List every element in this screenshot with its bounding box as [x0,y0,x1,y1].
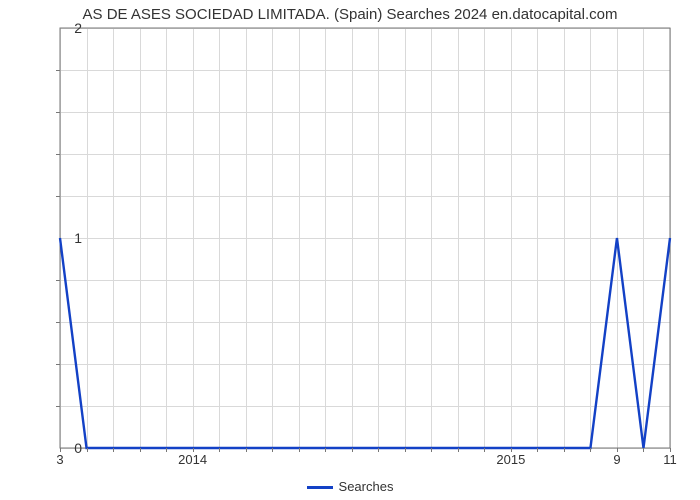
xtick-minor-mark [643,448,644,452]
ytick-label: 0 [42,440,82,456]
ytick-minor-mark [56,322,60,323]
xtick-minor-mark [352,448,353,452]
chart-title: AS DE ASES SOCIEDAD LIMITADA. (Spain) Se… [0,6,700,23]
legend-swatch [307,486,333,489]
ytick-minor-mark [56,280,60,281]
xtick-minor-mark [458,448,459,452]
xtick-minor-mark [113,448,114,452]
xtick-minor-mark [484,448,485,452]
plot-border [60,28,670,448]
xtick-minor-mark [272,448,273,452]
xtick-minor-mark [87,448,88,452]
xtick-label: 11 [663,452,677,467]
xtick-minor-mark [299,448,300,452]
ytick-minor-mark [56,154,60,155]
xtick-minor-mark [564,448,565,452]
xtick-minor-mark [140,448,141,452]
ytick-minor-mark [56,196,60,197]
xtick-minor-mark [431,448,432,452]
ytick-minor-mark [56,112,60,113]
xtick-minor-mark [325,448,326,452]
ytick-label: 2 [42,20,82,36]
xtick-minor-mark [378,448,379,452]
xtick-minor-mark [219,448,220,452]
xtick-minor-mark [537,448,538,452]
xtick-minor-mark [246,448,247,452]
ytick-label: 1 [42,230,82,246]
chart-area: 320142015911 [60,28,670,448]
ytick-minor-mark [56,70,60,71]
xtick-label: 2015 [496,452,525,467]
series-line-searches [60,238,670,448]
ytick-minor-mark [56,364,60,365]
ytick-minor-mark [56,406,60,407]
legend: Searches [0,479,700,494]
xtick-minor-mark [166,448,167,452]
xtick-minor-mark [590,448,591,452]
xtick-minor-mark [405,448,406,452]
xtick-label: 9 [613,452,620,467]
legend-label: Searches [339,479,394,494]
xtick-label: 2014 [178,452,207,467]
